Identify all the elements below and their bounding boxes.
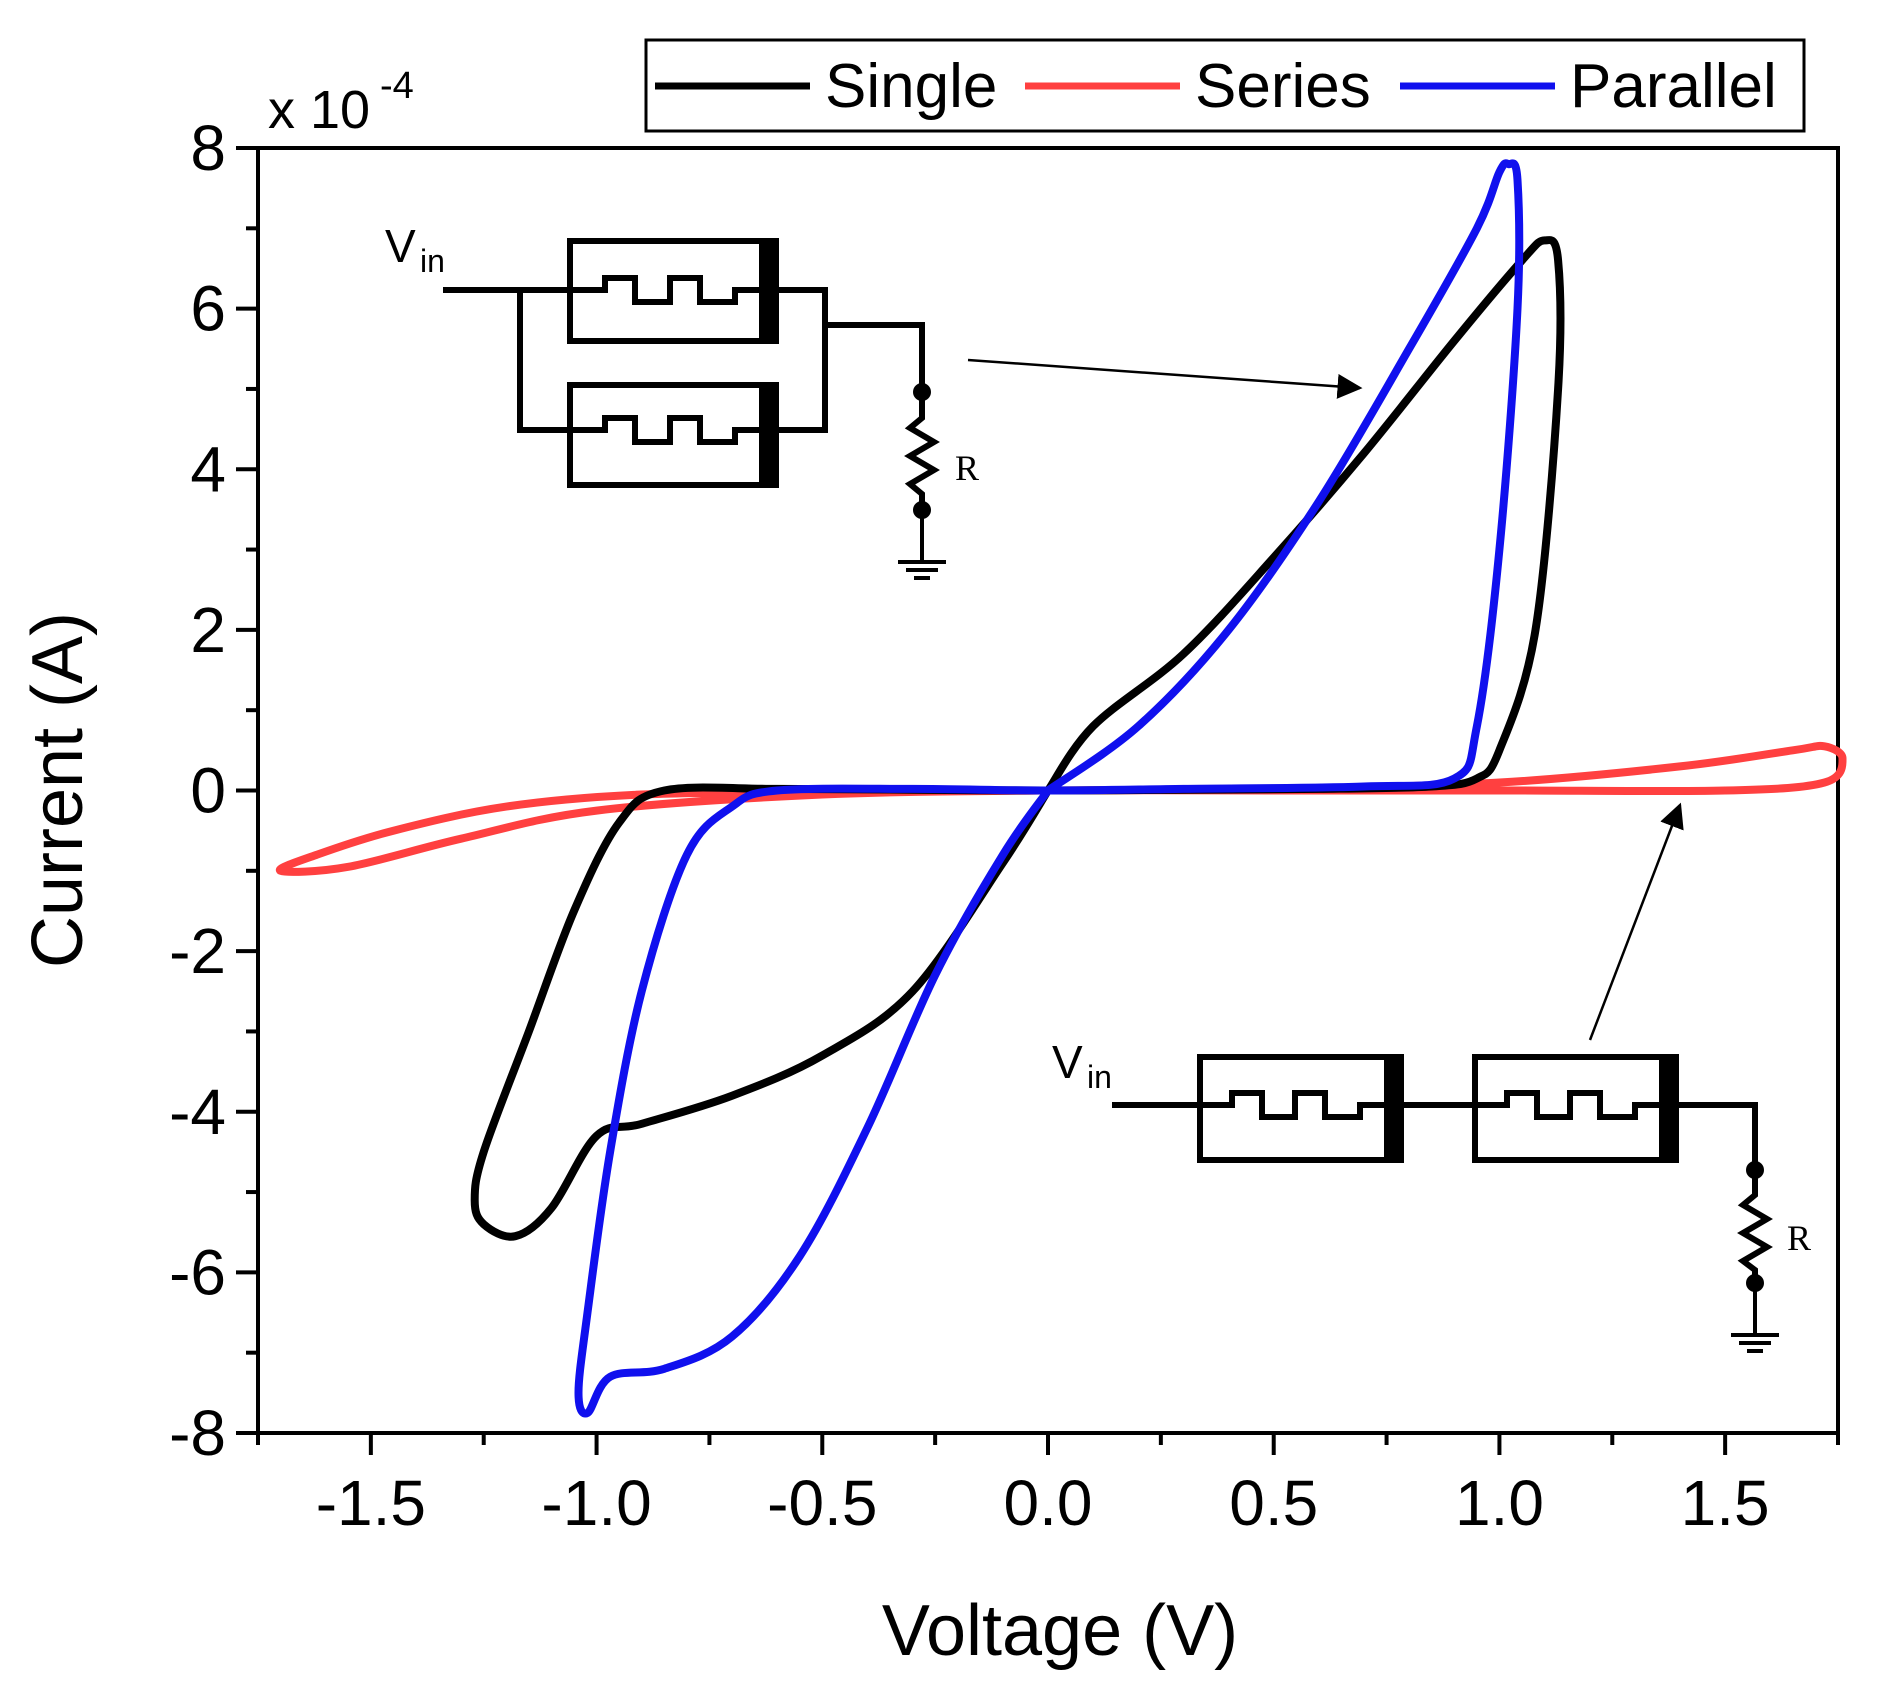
legend-label-parallel: Parallel — [1570, 52, 1777, 121]
y-tick-label: -2 — [169, 915, 226, 987]
x-axis-title: Voltage (V) — [882, 1591, 1238, 1671]
x-tick-label: 0.5 — [1229, 1467, 1318, 1539]
legend-box — [644, 38, 1806, 133]
series-r-label: R — [1787, 1218, 1811, 1258]
series-layer — [275, 159, 1847, 1418]
x-tick-label: 1.0 — [1455, 1467, 1544, 1539]
legend-label-single: Single — [825, 52, 997, 121]
series-node-top — [1746, 1161, 1764, 1179]
parallel-output-wire — [776, 287, 925, 433]
parallel-arrow — [967, 358, 1363, 399]
parallel-memristor-bottom-wave — [570, 415, 762, 445]
parallel-memristor-top-wave — [570, 275, 762, 305]
x-tick-label: -1.0 — [541, 1467, 651, 1539]
x-tick-label: -0.5 — [767, 1467, 877, 1539]
series-ground — [1731, 1283, 1779, 1353]
series-resistor — [1737, 1170, 1773, 1283]
parallel-r-label: R — [955, 448, 979, 488]
series-arrow — [1588, 802, 1684, 1041]
series-memristor-2-terminal — [1659, 1054, 1679, 1163]
legend: Single Series Parallel — [644, 38, 1806, 133]
parallel-vin-label: V — [385, 220, 416, 272]
y-tick-label: 6 — [190, 273, 226, 345]
y-tick-label: 8 — [190, 112, 226, 184]
series-output-wire — [1676, 1102, 1758, 1168]
x-tick-label: 1.5 — [1681, 1467, 1770, 1539]
y-tick-label: 2 — [190, 594, 226, 666]
axis-ticks: -1.5 -1.0 -0.5 0.0 0.5 1.0 1.5 -8 -6 -4 -2 0 2 4 6 8 — [169, 112, 1840, 1539]
y-axis-title: Current (A) — [18, 612, 98, 968]
parallel-ground — [898, 510, 946, 580]
parallel-circuit-diagram: V in R — [385, 220, 979, 580]
parallel-input-wire — [443, 287, 570, 433]
parallel-vin-subscript: in — [420, 243, 445, 279]
series-line-parallel — [574, 159, 1524, 1418]
legend-label-series: Series — [1195, 52, 1371, 121]
y-multiplier-exponent: -4 — [380, 65, 414, 107]
parallel-memristor-top-terminal — [759, 238, 779, 344]
y-tick-label: -8 — [169, 1397, 226, 1469]
parallel-node-top — [913, 383, 931, 401]
y-tick-label: -6 — [169, 1236, 226, 1308]
parallel-resistor — [904, 392, 940, 510]
series-memristor-1-wave — [1200, 1090, 1387, 1120]
y-tick-label: -4 — [169, 1076, 226, 1148]
x-tick-label: -1.5 — [316, 1467, 426, 1539]
y-multiplier-label: x 10 — [268, 80, 370, 140]
y-tick-label: 4 — [190, 433, 226, 505]
x-tick-label: 0.0 — [1004, 1467, 1093, 1539]
series-memristor-1-terminal — [1384, 1054, 1404, 1163]
parallel-memristor-bottom-terminal — [759, 382, 779, 488]
series-circuit-diagram: V in R — [1052, 1036, 1811, 1353]
series-vin-label: V — [1052, 1036, 1083, 1088]
series-vin-subscript: in — [1087, 1059, 1112, 1095]
y-tick-label: 0 — [190, 755, 226, 827]
series-memristor-2-wave — [1475, 1090, 1662, 1120]
